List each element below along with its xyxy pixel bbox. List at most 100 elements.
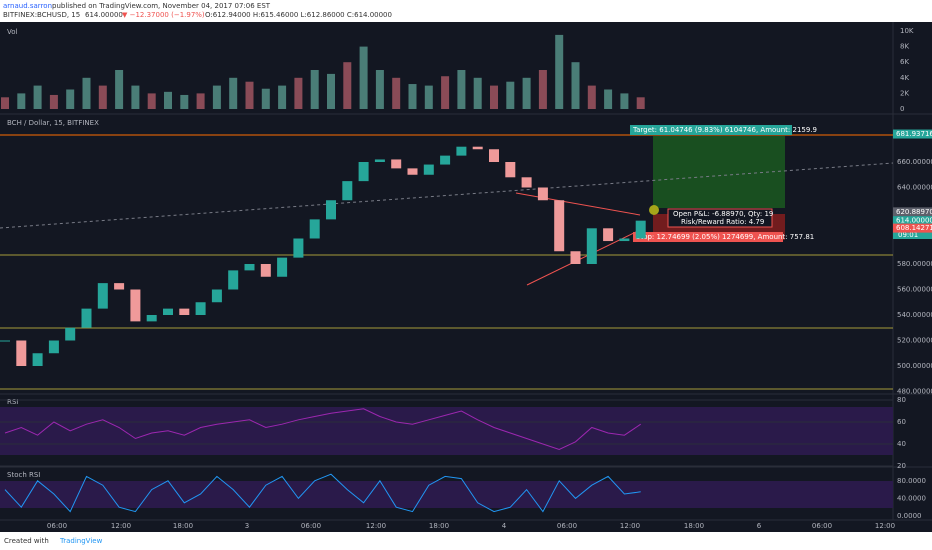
rsi-tick-label: 60 (897, 418, 906, 426)
price-tick-label: 640.00000 (897, 184, 932, 192)
candle (505, 162, 516, 178)
vol-bar (131, 85, 140, 109)
candle (309, 219, 320, 239)
price-tag (893, 207, 932, 217)
time-label: 18:00 (684, 522, 704, 530)
vol-bar (522, 77, 531, 109)
stoch-band (0, 481, 893, 508)
target-zone (653, 136, 785, 208)
vol-bar (229, 77, 238, 109)
vol-bar (359, 46, 368, 109)
candle (244, 264, 255, 271)
vol-bar (343, 62, 352, 109)
vol-bar (212, 85, 221, 109)
candle (521, 177, 532, 188)
vol-bar (441, 76, 450, 109)
candle (81, 308, 92, 328)
countdown-tag (893, 230, 932, 239)
vol-bar (164, 91, 172, 109)
candle (130, 289, 141, 322)
time-label: 12:00 (366, 522, 386, 530)
rsi-line (4, 408, 641, 451)
published: published on TradingView.com, November 0… (52, 2, 271, 10)
time-label: 12:00 (111, 522, 131, 530)
price-tick-label: 520.00000 (897, 337, 932, 345)
vol-bar (310, 70, 319, 109)
stoch-tick-label: 0.0000 (897, 512, 922, 520)
vol-bar (424, 85, 433, 109)
stoch-tick-label: 40.0000 (897, 494, 926, 502)
vol-bar (115, 70, 124, 109)
candle (179, 308, 190, 315)
candle (326, 200, 336, 220)
rsi-band (0, 407, 893, 455)
candle (374, 159, 385, 162)
price-tick-label: 500.00000 (897, 362, 932, 370)
candle (277, 257, 288, 277)
vol-bar (245, 81, 254, 109)
candle (16, 340, 27, 366)
symbol: BITFINEX:BCHUSD, 15 (3, 11, 80, 19)
candle (537, 187, 548, 201)
time-label: 4 (502, 522, 507, 530)
change: ▼ −12.37000 (−1.97%) (122, 11, 205, 19)
footer-brand[interactable]: TradingView (59, 537, 103, 545)
vol-bar (1, 97, 9, 109)
time-label: 6 (757, 522, 762, 530)
vol-bar (278, 85, 287, 109)
vol-bar (408, 84, 417, 109)
candle (423, 164, 434, 175)
time-label: 18:00 (173, 522, 193, 530)
vol-bar (180, 94, 189, 109)
price-tag (893, 129, 932, 139)
pl-box (667, 208, 773, 228)
candle (146, 315, 157, 322)
vol-bar (375, 70, 384, 109)
candle (48, 340, 59, 354)
candle (0, 340, 10, 342)
price-tick-label: 560.00000 (897, 286, 932, 294)
stop-text: Stop: 12.74699 (2.05%) 1274699, Amount: … (636, 233, 814, 241)
vol-bar (196, 93, 205, 109)
vol-bar (457, 70, 466, 109)
vol-tick-label: 2K (900, 89, 909, 97)
open-pl: Open P&L: -6.88970, Qty: 19 (673, 210, 773, 218)
time-label: 12:00 (875, 522, 895, 530)
vol-bar (490, 85, 498, 109)
price-tick-label: 580.00000 (897, 260, 932, 268)
target-box (630, 125, 792, 135)
vol-bar (392, 77, 401, 109)
target-text: Target: 61.04746 (9.83%) 6104746, Amount… (632, 126, 817, 134)
candle (391, 159, 402, 169)
candle (472, 146, 483, 150)
rsi-tick-label: 20 (897, 462, 906, 470)
time-label: 3 (245, 522, 249, 530)
time-label: 06:00 (812, 522, 832, 530)
time-label: 06:00 (47, 522, 67, 530)
candle (570, 251, 581, 264)
price-tick-label: 480.00000 (897, 388, 932, 396)
stoch-line (4, 473, 641, 513)
rr: Risk/Reward Ratio: 4.79 (681, 218, 764, 226)
panel-separators (0, 22, 932, 521)
vol-bar (636, 97, 645, 109)
rsi-tick-label: 40 (897, 440, 906, 448)
vol-bar (147, 93, 156, 109)
author[interactable]: arnaud.sarron (3, 2, 52, 10)
candle (228, 270, 239, 290)
candle (586, 228, 597, 264)
price-tag-label: 614.00000 (896, 217, 932, 225)
vol-bar (620, 93, 629, 109)
candle (358, 162, 369, 182)
candle (635, 220, 646, 239)
vol-tick-label: 0 (900, 105, 904, 113)
price-tick-label: 540.00000 (897, 311, 932, 319)
candle (211, 289, 222, 303)
price-tick-label: 660.00000 (897, 158, 932, 166)
vol-bar (17, 93, 26, 109)
vol-bar (33, 85, 42, 109)
vol-bar (473, 77, 482, 109)
vol-bar (66, 89, 75, 109)
vol-bar (555, 34, 564, 109)
vol-bar (327, 73, 335, 109)
